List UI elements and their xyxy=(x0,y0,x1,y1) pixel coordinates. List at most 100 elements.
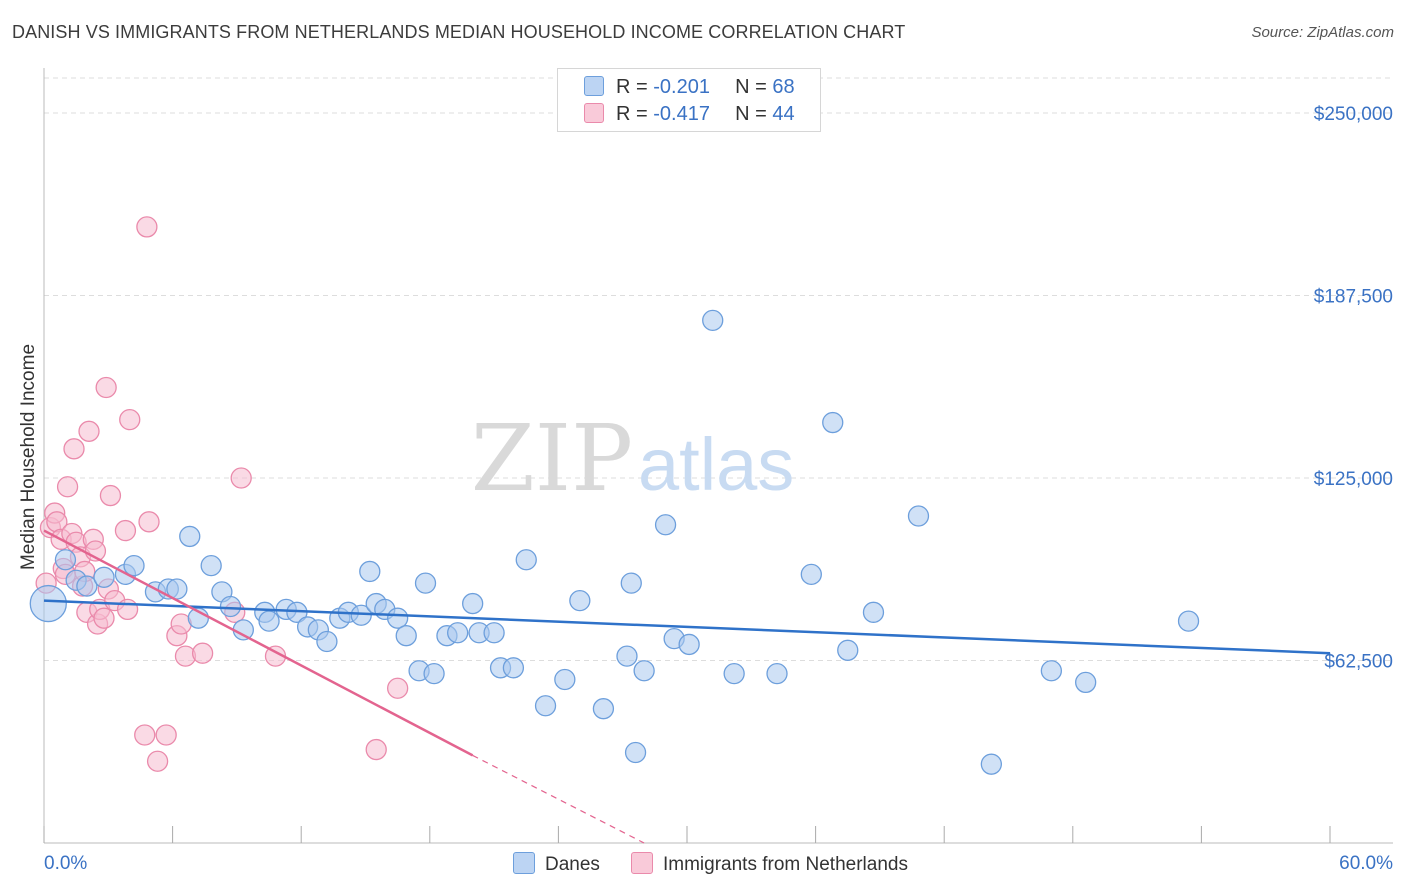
y-tick-label: $187,500 xyxy=(1314,287,1393,308)
netherlands-point xyxy=(155,724,177,746)
netherlands-point xyxy=(119,408,141,431)
x-tick-labels: 0.0% 60.0% xyxy=(44,853,1393,874)
danes-point xyxy=(179,525,201,548)
legend-n-label: N = xyxy=(735,76,767,98)
danes-point xyxy=(29,584,67,623)
danes-point xyxy=(502,657,525,679)
danes-trend-line xyxy=(43,599,1331,655)
danes-point xyxy=(123,554,145,577)
danes-point xyxy=(654,514,677,536)
danes-point xyxy=(258,610,280,632)
legend-n-value: 44 xyxy=(772,103,795,125)
danes-point xyxy=(395,625,417,647)
netherlands-point xyxy=(114,519,137,542)
danes-point xyxy=(93,566,115,588)
danes-point xyxy=(219,595,242,618)
danes-point xyxy=(862,601,885,623)
chart-title: DANISH VS IMMIGRANTS FROM NETHERLANDS ME… xyxy=(12,22,906,42)
danes-point xyxy=(907,505,930,527)
y-tick-label: $125,000 xyxy=(1314,469,1393,490)
danes-points xyxy=(29,309,1200,775)
danes-point xyxy=(462,592,484,615)
netherlands-point xyxy=(134,724,156,746)
danes-point xyxy=(766,662,788,685)
danes-point xyxy=(423,662,445,685)
netherlands-legend-swatch xyxy=(631,852,653,874)
watermark-atlas: atlas xyxy=(638,423,794,506)
y-tick-label: $62,500 xyxy=(1324,652,1393,673)
netherlands-point xyxy=(191,642,214,664)
axes xyxy=(43,68,1393,844)
watermark-zip: ZIP xyxy=(471,405,633,512)
y-axis-label: Median Household Income xyxy=(18,344,39,570)
legend-row-danes: R = -0.201 N = 68 xyxy=(584,76,795,99)
netherlands-point xyxy=(63,438,85,460)
legend-r-label: R = xyxy=(616,76,648,98)
legend-n-value: 68 xyxy=(772,76,795,98)
netherlands-point xyxy=(78,420,100,442)
danes-point xyxy=(483,622,505,644)
danes-point xyxy=(316,630,338,653)
correlation-legend: R = -0.201 N = 68 R = -0.417 N = 44 xyxy=(557,68,821,132)
danes-point xyxy=(702,309,724,331)
netherlands-point xyxy=(56,476,79,498)
danes-point xyxy=(620,572,642,594)
legend-r-value: -0.201 xyxy=(653,76,710,98)
netherlands-legend-label: Immigrants from Netherlands xyxy=(663,854,908,875)
netherlands-trend-line xyxy=(43,529,474,757)
netherlands-point xyxy=(95,376,117,399)
danes-point xyxy=(447,622,469,644)
danes-point xyxy=(414,572,437,594)
y-tick-labels: $62,500 $125,000 $187,500 $250,000 xyxy=(1314,104,1393,672)
danes-point xyxy=(592,698,615,720)
danes-point xyxy=(1177,610,1200,632)
netherlands-swatch xyxy=(584,103,604,123)
danes-point xyxy=(800,563,822,586)
danes-point xyxy=(386,607,409,629)
netherlands-point xyxy=(99,484,122,507)
legend-r-label: R = xyxy=(616,103,648,125)
danes-point xyxy=(822,411,844,434)
legend-row-netherlands: R = -0.417 N = 44 xyxy=(584,103,795,126)
danes-point xyxy=(359,560,381,583)
danes-point xyxy=(515,549,537,571)
danes-point xyxy=(678,633,700,656)
danes-point xyxy=(54,549,77,571)
danes-point xyxy=(980,753,1003,775)
danes-point xyxy=(534,695,557,717)
danes-point xyxy=(616,645,638,667)
danes-point xyxy=(554,668,576,691)
danes-point xyxy=(1040,660,1063,682)
danes-point xyxy=(569,590,591,612)
danes-legend-label: Danes xyxy=(545,854,600,875)
danes-point xyxy=(723,662,745,685)
netherlands-points xyxy=(35,216,409,772)
legend-item-netherlands: Immigrants from Netherlands xyxy=(631,852,908,876)
danes-point xyxy=(76,575,98,597)
grid-lines xyxy=(44,77,1393,662)
danes-point xyxy=(200,554,222,577)
danes-point xyxy=(837,639,859,661)
danes-point xyxy=(633,660,655,682)
netherlands-point xyxy=(230,467,252,489)
danes-legend-swatch xyxy=(513,852,535,874)
netherlands-point xyxy=(146,750,169,772)
danes-point xyxy=(232,619,254,641)
danes-point xyxy=(624,741,647,764)
y-tick-label: $250,000 xyxy=(1314,104,1393,125)
netherlands-point xyxy=(386,677,409,699)
legend-n-label: N = xyxy=(735,103,767,125)
x-tick-label: 60.0% xyxy=(1339,853,1393,874)
netherlands-point xyxy=(116,598,139,621)
legend-r-value: -0.417 xyxy=(653,103,710,125)
netherlands-point xyxy=(136,216,158,238)
x-tick-label: 0.0% xyxy=(44,853,87,874)
trend-lines xyxy=(43,529,1331,844)
netherlands-point xyxy=(138,511,160,533)
source-label: Source: ZipAtlas.com xyxy=(1251,24,1394,41)
netherlands-point xyxy=(365,738,387,761)
danes-point xyxy=(1075,671,1097,694)
danes-swatch xyxy=(584,76,604,96)
netherlands-point xyxy=(93,607,115,629)
